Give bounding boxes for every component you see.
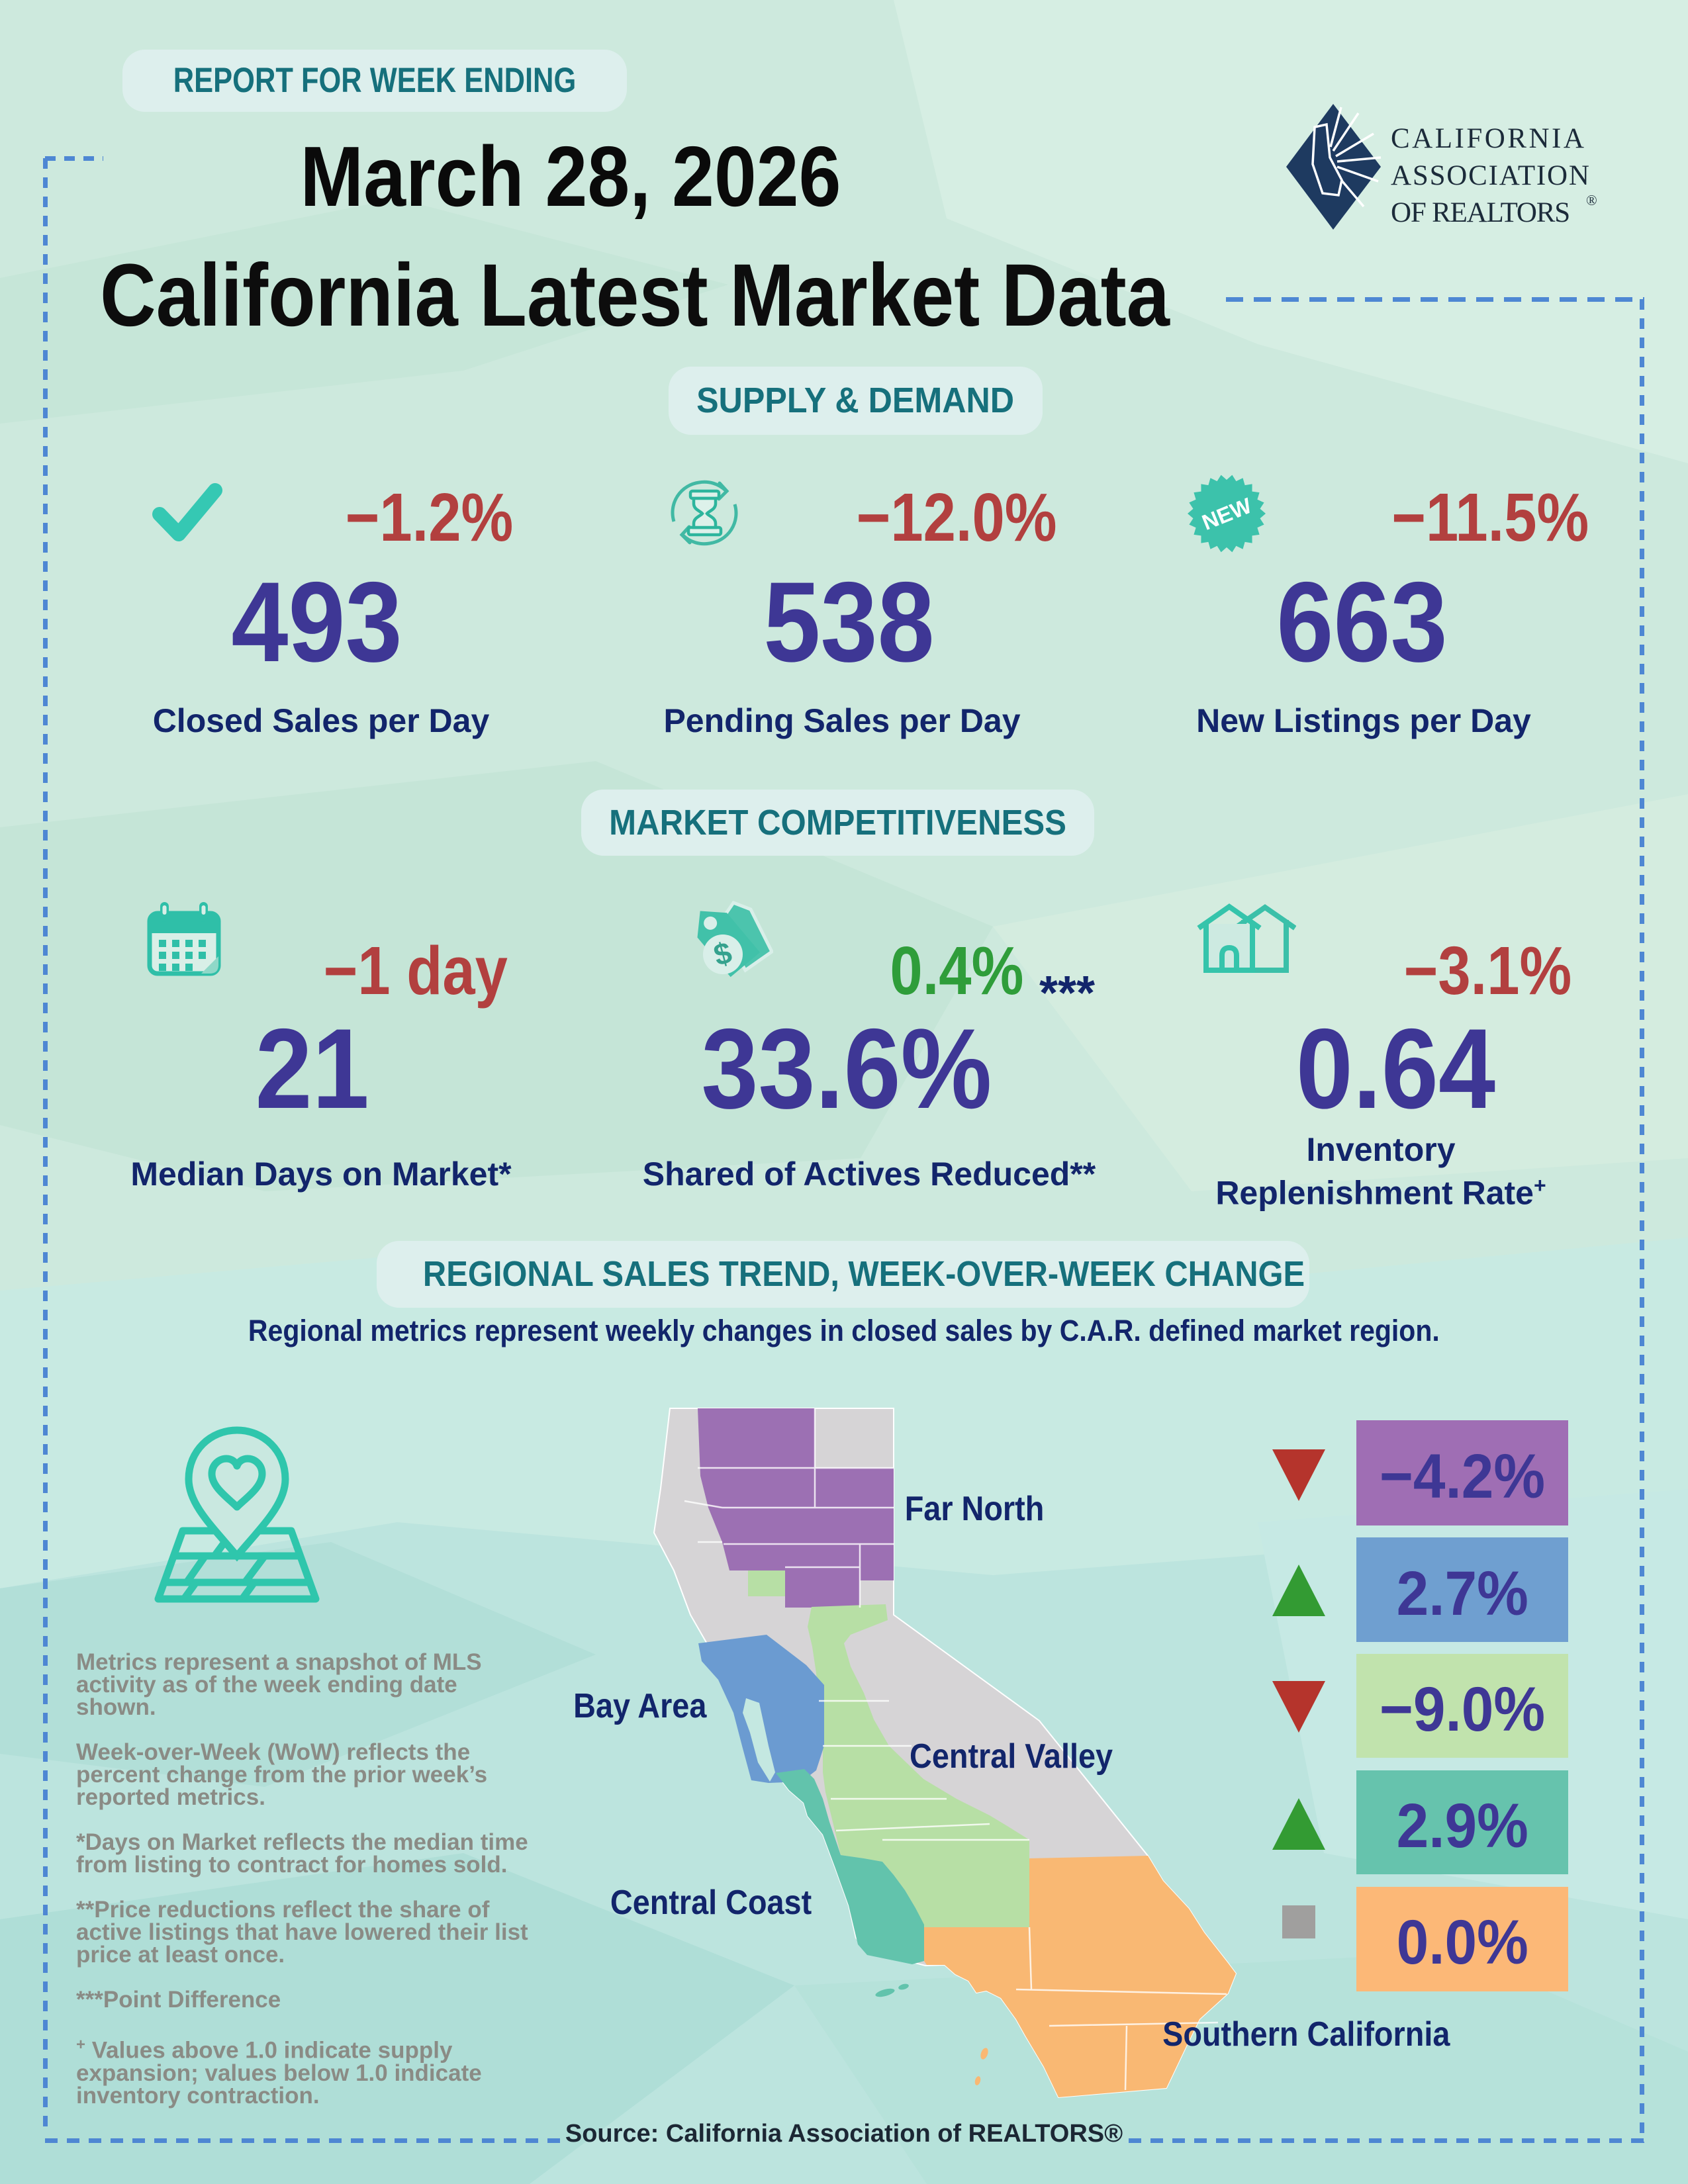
svg-text:ASSOCIATION: ASSOCIATION [1391, 160, 1591, 191]
svg-text:OF REALTORS: OF REALTORS [1391, 197, 1570, 228]
svg-text:CALIFORNIA: CALIFORNIA [1391, 123, 1586, 154]
svg-text:®: ® [1586, 192, 1597, 208]
